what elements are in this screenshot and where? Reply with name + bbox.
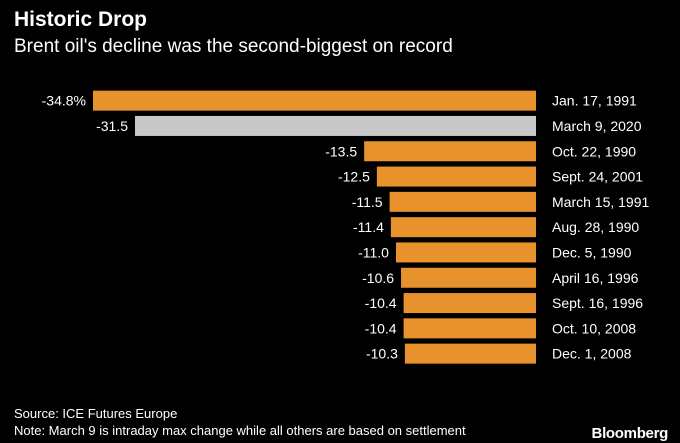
value-label-6: -11.0 [358,244,389,260]
bar-2 [364,141,536,162]
category-label-4: March 15, 1991 [552,194,649,210]
bar-4 [389,191,536,212]
bar-1 [135,115,537,136]
value-label-0: -34.8% [42,93,86,109]
value-label-5: -11.4 [353,219,384,235]
category-label-9: Oct. 10, 2008 [552,320,636,336]
category-label-3: Sept. 24, 2001 [552,169,643,185]
value-label-8: -10.4 [365,295,397,311]
value-label-9: -10.4 [365,320,397,336]
bar-10 [404,343,536,364]
bar-9 [403,318,536,339]
value-label-1: -31.5 [96,118,128,134]
category-label-0: Jan. 17, 1991 [552,93,637,109]
footnote: Note: March 9 is intraday max change whi… [14,423,466,438]
value-label-7: -10.6 [362,270,394,286]
bar-0 [93,90,536,111]
chart-title: Historic Drop [14,8,148,31]
category-label-10: Dec. 1, 2008 [552,346,632,362]
category-label-8: Sept. 16, 1996 [552,295,643,311]
bar-5 [390,217,536,238]
value-label-4: -11.5 [352,194,383,210]
bar-7 [401,267,536,288]
category-label-5: Aug. 28, 1990 [552,219,639,235]
bloomberg-logo: Bloomberg [591,425,669,442]
category-label-2: Oct. 22, 1990 [552,143,636,159]
value-label-10: -10.3 [366,346,398,362]
category-label-1: March 9, 2020 [552,118,642,134]
value-label-3: -12.5 [338,169,370,185]
chart-footer: Source: ICE Futures Europe Note: March 9… [14,405,466,439]
source-note: Source: ICE Futures Europe [14,406,178,421]
bar-6 [395,242,536,263]
category-label-7: April 16, 1996 [552,270,639,286]
value-label-2: -13.5 [325,143,357,159]
category-label-6: Dec. 5, 1990 [552,244,632,260]
chart-subtitle: Brent oil's decline was the second-bigge… [14,36,453,57]
bar-8 [403,293,536,314]
bar-3 [376,166,536,187]
